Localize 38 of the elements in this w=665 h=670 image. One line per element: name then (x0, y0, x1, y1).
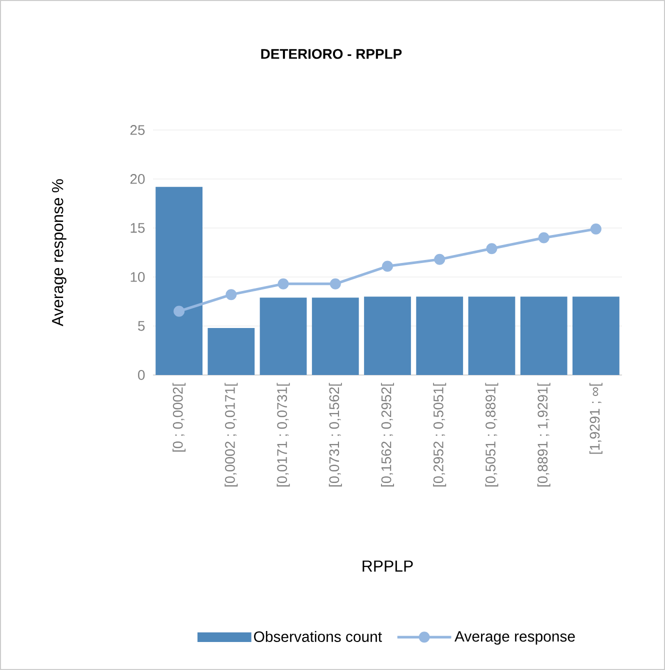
bar (416, 296, 464, 375)
x-axis-title: RPPLP (362, 560, 413, 572)
bar (156, 186, 203, 375)
bar (520, 296, 568, 375)
y-tick-label: 25 (130, 125, 145, 135)
bar (468, 296, 516, 375)
x-tick-label: [0,0171 ; 0,0731[ (276, 382, 290, 486)
x-tick-label: [0,8891 ; 1,9291[ (537, 382, 550, 486)
point (278, 278, 289, 290)
point (330, 278, 341, 290)
x-tick-label: [0,2952 ; 0,5051[ (433, 382, 446, 486)
y-axis-title: Average response % (52, 179, 66, 326)
point (538, 232, 550, 244)
x-tick-label: [0,5051 ; 0,8891[ (485, 382, 498, 486)
y-tick-label: 5 (138, 321, 145, 331)
bar (312, 298, 359, 375)
legend-label: Observations count (254, 630, 382, 642)
x-tick-label: [0,0002 ; 0,0171[ (224, 382, 238, 486)
x-tick-label: [0,1562 ; 0,2952[ (380, 382, 394, 486)
bar (208, 328, 255, 375)
point (382, 260, 393, 272)
point (226, 289, 237, 300)
bar (572, 296, 620, 375)
chart-title: DETERIORO - RPPLP (261, 49, 402, 59)
point (590, 223, 602, 234)
x-tick-label: [0,0731 ; 0,1562[ (328, 382, 342, 486)
y-tick-label: 15 (130, 223, 145, 233)
bar (364, 296, 411, 375)
point (174, 306, 185, 317)
point (486, 243, 498, 254)
x-tick-label: [0 ; 0,0002[ (172, 382, 186, 452)
y-tick-label: 10 (130, 272, 145, 282)
y-tick-label: 20 (130, 174, 145, 184)
x-tick-label: [1,9291 ; ∞[ (589, 382, 602, 454)
legend-label: Average response (454, 631, 575, 645)
bar (260, 298, 307, 375)
y-tick-label: 0 (138, 370, 145, 380)
point (434, 254, 446, 265)
